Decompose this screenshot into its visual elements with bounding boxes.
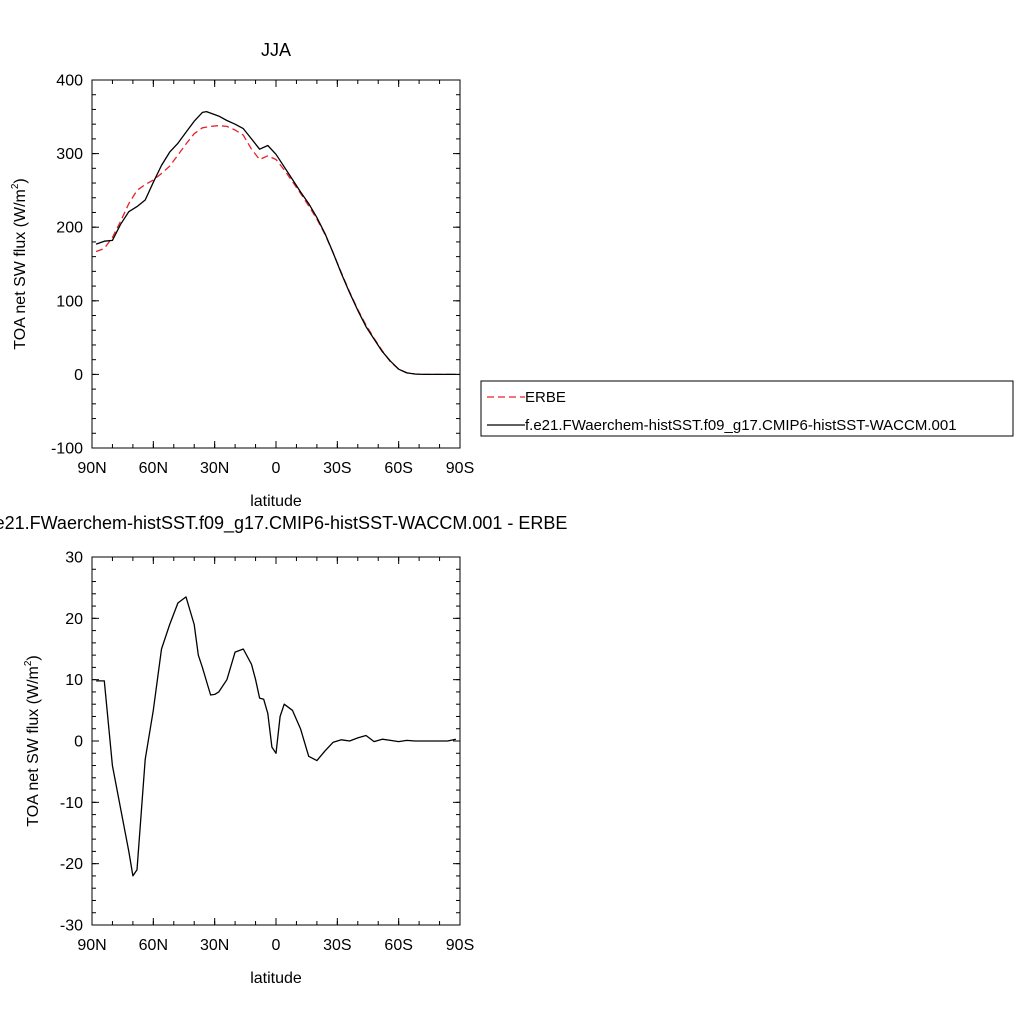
top-x-tick-label: 30S	[323, 460, 351, 477]
bottom-axis-ticks: 90N 60N 30N 0 30S 60S 90S 30 20 10 0 -10 -20 -30	[60, 550, 474, 955]
bottom-y-tick-label: 10	[65, 672, 83, 689]
bottom-y-axis-label: TOA net SW flux (W/m2)	[23, 655, 42, 827]
top-chart-title: JJA	[261, 40, 291, 60]
top-y-tick-label: 300	[56, 146, 83, 163]
bottom-y-axis-label-close: )	[25, 655, 42, 660]
bottom-y-axis-label-main: TOA net SW flux (W/m	[25, 666, 42, 827]
bottom-x-tick-label: 30N	[200, 937, 229, 954]
top-x-tick-label: 0	[272, 460, 281, 477]
bottom-chart-title: f.e21.FWaerchem-histSST.f09_g17.CMIP6-hi…	[0, 513, 567, 534]
bottom-x-tick-label: 90S	[446, 937, 474, 954]
top-y-axis-label-superscript: 2	[10, 183, 21, 189]
bottom-x-tick-label: 30S	[323, 937, 351, 954]
top-series-line-1	[95, 110, 456, 376]
bottom-y-axis-label-superscript: 2	[23, 660, 34, 666]
bottom-y-tick-label: -20	[60, 856, 83, 873]
top-x-tick-label: 30N	[200, 460, 229, 477]
bottom-series-line-0	[96, 596, 457, 877]
top-y-axis-label-close: )	[12, 178, 29, 183]
top-x-tick-label: 60N	[139, 460, 168, 477]
top-y-axis-label: TOA net SW flux (W/m2)	[10, 178, 29, 350]
top-y-tick-label: 200	[56, 220, 83, 237]
bottom-x-tick-label: 60N	[139, 937, 168, 954]
bottom-panel: f.e21.FWaerchem-histSST.f09_g17.CMIP6-hi…	[0, 513, 567, 987]
top-plot-frame	[91, 79, 461, 449]
top-y-tick-label: 400	[56, 73, 83, 90]
top-series-line-0	[95, 124, 456, 376]
legend-label-erbe: ERBE	[525, 389, 566, 406]
top-y-axis-label-main: TOA net SW flux (W/m	[12, 189, 29, 350]
bottom-x-tick-label: 60S	[384, 937, 412, 954]
bottom-x-axis-label: latitude	[250, 970, 302, 987]
top-x-tick-label: 60S	[384, 460, 412, 477]
top-x-axis-label: latitude	[250, 493, 302, 510]
bottom-y-tick-label: 20	[65, 611, 83, 628]
legend-box	[480, 380, 1014, 437]
bottom-x-tick-label: 90N	[77, 937, 106, 954]
top-series-lines	[95, 110, 456, 376]
top-x-tick-label: 90N	[77, 460, 106, 477]
legend: ERBE f.e21.FWaerchem-histSST.f09_g17.CMI…	[480, 380, 1014, 437]
top-x-tick-label: 90S	[446, 460, 474, 477]
bottom-y-tick-label: -10	[60, 795, 83, 812]
top-axis-ticks: 90N 60N 30N 0 30S 60S 90S 400 300 200 100 0 -100	[51, 73, 474, 478]
top-y-tick-label: 100	[56, 293, 83, 310]
top-y-tick-label: -100	[51, 441, 83, 458]
top-y-tick-label: 0	[74, 367, 83, 384]
bottom-y-tick-label: 30	[65, 550, 83, 567]
bottom-series-lines	[96, 596, 457, 877]
bottom-y-tick-label: 0	[74, 734, 83, 751]
bottom-y-tick-label: -30	[60, 918, 83, 935]
bottom-x-tick-label: 0	[272, 937, 281, 954]
legend-label-model: f.e21.FWaerchem-histSST.f09_g17.CMIP6-hi…	[525, 417, 957, 434]
top-panel: JJA 90N 60N 30N 0 30S 60S 90S 400 300 200 100 0 -100…	[10, 40, 474, 510]
